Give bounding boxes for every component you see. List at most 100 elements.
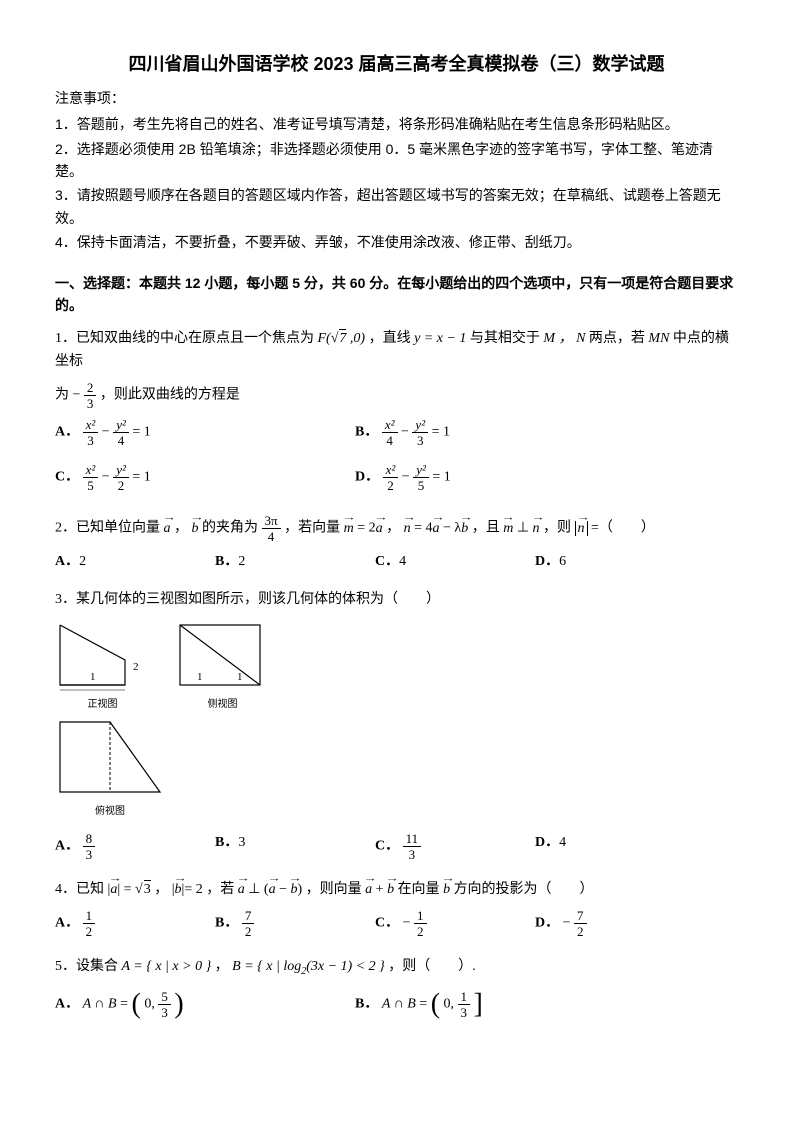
q4-opt-b: B． 72: [215, 909, 375, 938]
q1-t7: ，则此双曲线的方程是: [100, 388, 240, 403]
fd: 3: [412, 433, 428, 447]
fd: 3: [158, 1005, 171, 1019]
vec-a3: a: [269, 879, 276, 901]
q2-and: ，且: [472, 521, 500, 536]
q1-t6: 为: [55, 388, 69, 403]
vec-a: a: [164, 518, 171, 540]
fn: x²: [83, 463, 99, 478]
eq: = 1: [432, 425, 450, 440]
dim-r: 1: [237, 671, 243, 683]
q2-opt-b: B．2: [215, 551, 375, 573]
val: 3: [238, 835, 245, 850]
q5-t2: ，则（ ）.: [388, 959, 476, 974]
q3-options: A． 83 B．3 C． 113 D．4: [55, 832, 738, 867]
q2-opt-a: A．2: [55, 551, 215, 573]
q1-mn: MN: [648, 331, 669, 346]
comma: ，: [174, 521, 188, 536]
vec-b2: b: [461, 518, 468, 540]
val: 2: [238, 554, 245, 569]
fd: 2: [113, 478, 129, 492]
dim-1: 1: [90, 671, 96, 683]
comma: ，: [215, 959, 229, 974]
frac-den: 3: [84, 396, 97, 410]
q2-then: ，则: [543, 521, 571, 536]
fd: 2: [242, 924, 255, 938]
q4-t1: 4．已知: [55, 882, 104, 897]
top-view: 俯视图: [55, 717, 165, 820]
dim-l: 1: [197, 671, 203, 683]
q2-options: A．2 B．2 C．4 D．6: [55, 551, 738, 579]
vec-a2: a: [238, 879, 245, 901]
set-a: A = { x | x > 0 }: [122, 959, 215, 974]
fn: 11: [403, 832, 422, 847]
set-b: B = { x | log2(3x − 1) < 2 }: [232, 959, 388, 974]
side-view-svg: 1 1: [175, 620, 270, 695]
fn: 7: [574, 909, 587, 924]
fn: 1: [414, 909, 427, 924]
fn: 5: [158, 990, 171, 1005]
val: 4: [559, 835, 566, 850]
vec-a3: a: [433, 518, 440, 540]
q1-opt-a: A． x²3 − y²4 = 1: [55, 418, 355, 447]
q4-t2: ，则向量: [306, 882, 362, 897]
question-2: 2．已知单位向量 a ， b 的夹角为 3π4 ，若向量 m = 2a ， n …: [55, 514, 738, 543]
comma: ，: [386, 521, 400, 536]
fn: 7: [242, 909, 255, 924]
q1-text: 1．已知双曲线的中心在原点且一个焦点为: [55, 331, 314, 346]
q5-opt-b: B． A ∩ B = ( 0, 13 ]: [355, 990, 655, 1019]
front-view-svg: 2 1: [55, 620, 150, 695]
fd: 2: [83, 924, 96, 938]
side-view: 1 1 侧视图: [175, 620, 270, 713]
fn: 1: [458, 990, 471, 1005]
fd: 4: [262, 529, 281, 543]
q1-neg: −: [73, 388, 81, 403]
fd: 3: [458, 1005, 471, 1019]
eq: = 1: [132, 470, 150, 485]
eq: = 1: [132, 425, 150, 440]
q1-mid-frac: 2 3: [84, 381, 97, 410]
q2-t1: 2．已知单位向量: [55, 521, 160, 536]
q5-t1: 5．设集合: [55, 959, 118, 974]
q3-figures: 2 1 正视图 1 1 侧视图: [55, 620, 738, 713]
fd: 2: [383, 478, 399, 492]
top-label: 俯视图: [95, 804, 125, 820]
question-4: 4．已知 |a| = √3 ， |b|= 2 ，若 a ⊥ (a − b) ，则…: [55, 879, 738, 901]
fn: x²: [382, 418, 398, 433]
fd: 3: [83, 433, 99, 447]
q1-opt-d: D． x²2 − y²5 = 1: [355, 463, 655, 492]
q1-t4: 两点，若: [589, 331, 645, 346]
q4-opt-d: D． − 72: [535, 909, 695, 938]
q5-opt-a: A． A ∩ B = ( 0, 53 ): [55, 990, 355, 1019]
sign: −: [563, 916, 571, 931]
instructions-header: 注意事项：: [55, 89, 738, 111]
vec-a4: a: [365, 879, 372, 901]
q2-t3: ，若向量: [284, 521, 340, 536]
q2-t2: 的夹角为: [202, 521, 258, 536]
frac-num: 2: [84, 381, 97, 396]
vec-m2: m: [503, 518, 513, 540]
dim-2: 2: [133, 661, 139, 673]
fn: y²: [412, 418, 428, 433]
q1-t2: ，直线: [369, 331, 411, 346]
fn: 8: [83, 832, 96, 847]
vec-b: b: [192, 518, 199, 540]
q1-opt-c: C． x²5 − y²2 = 1: [55, 463, 355, 492]
top-view-svg: [55, 717, 165, 802]
fn: 3π: [262, 514, 281, 529]
q1-focus: F(√7 ,0): [318, 331, 366, 346]
vec-nn: n: [578, 518, 585, 540]
vec-b2: b: [290, 879, 297, 901]
fn: y²: [413, 463, 429, 478]
val: 2: [79, 554, 86, 569]
fd: 5: [413, 478, 429, 492]
fd: 2: [574, 924, 587, 938]
q1-opt-b: B． x²4 − y²3 = 1: [355, 418, 655, 447]
q4-t3: 在向量: [398, 882, 440, 897]
val: 6: [559, 554, 566, 569]
question-5: 5．设集合 A = { x | x > 0 } ， B = { x | log2…: [55, 956, 738, 980]
instruction-4: 4．保持卡面清洁，不要折叠，不要弄破、弄皱，不准使用涂改液、修正带、刮纸刀。: [55, 231, 738, 253]
q4-options: A． 12 B． 72 C． − 12 D． − 72: [55, 909, 738, 944]
q1-pts: M ， N: [543, 331, 585, 346]
q3-opt-b: B．3: [215, 832, 375, 861]
sign: −: [403, 916, 411, 931]
